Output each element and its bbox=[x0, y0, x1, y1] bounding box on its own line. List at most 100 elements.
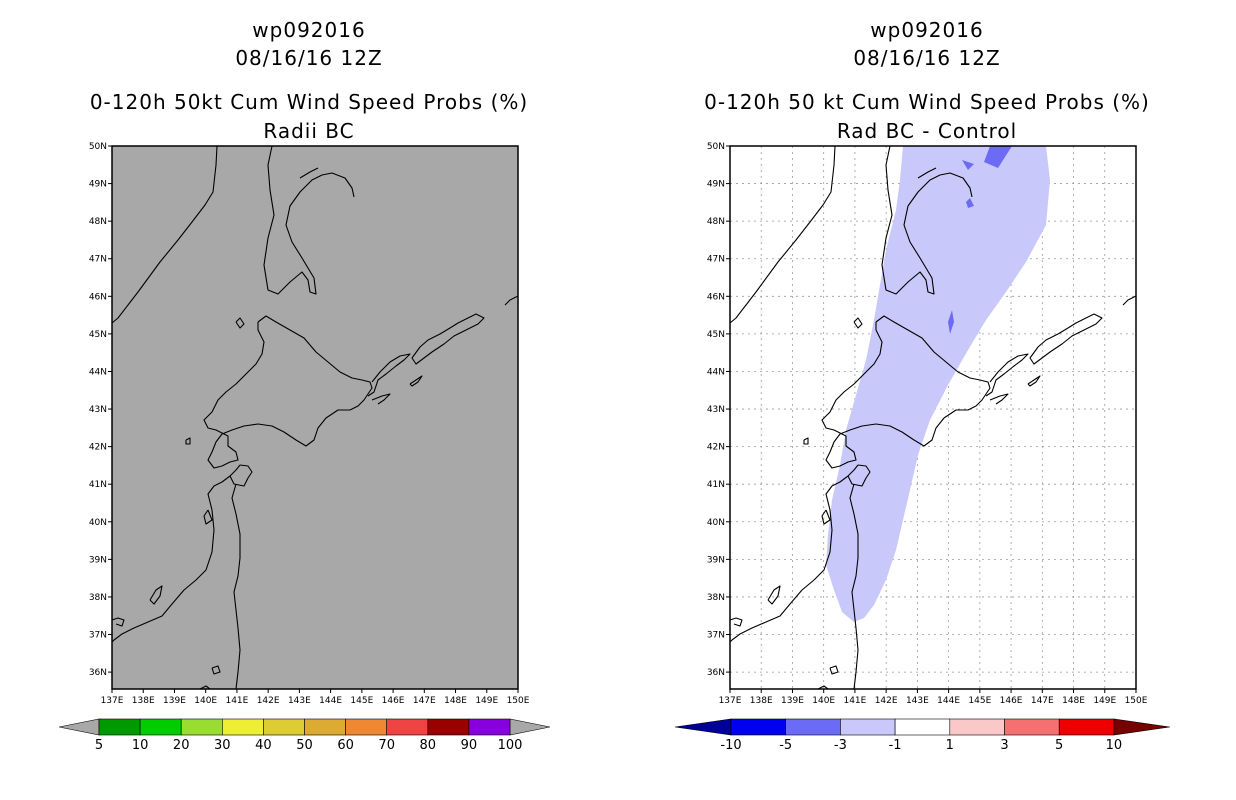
coast-rishiri bbox=[853, 317, 863, 329]
lat-tick-label: 46N bbox=[707, 292, 725, 302]
lon-tick-label: 149E bbox=[1093, 696, 1116, 706]
colorbar-swatch bbox=[840, 718, 896, 736]
colorbar-label: 20 bbox=[173, 738, 190, 753]
datetime-title: 08/16/16 12Z bbox=[853, 46, 1001, 70]
colorbar-label: 40 bbox=[255, 738, 272, 753]
lat-tick-label: 49N bbox=[89, 180, 107, 190]
lat-tick-label: 37N bbox=[89, 631, 107, 641]
product-title: 0-120h 50 kt Cum Wind Speed Probs (%) bbox=[704, 90, 1150, 114]
colorbar-end-right bbox=[509, 718, 551, 736]
coast-honshu-east bbox=[231, 483, 241, 690]
coast-sado bbox=[767, 585, 781, 605]
lon-tick-label: 139E bbox=[163, 696, 186, 706]
lon-tick-label: 138E bbox=[132, 696, 155, 706]
lat-tick-label: 44N bbox=[707, 367, 725, 377]
lat-tick-label: 50N bbox=[89, 142, 107, 152]
lon-tick-label: 148E bbox=[444, 696, 467, 706]
lat-tick-label: 48N bbox=[89, 217, 107, 227]
lat-tick-label: 41N bbox=[707, 480, 725, 490]
datetime-title: 08/16/16 12Z bbox=[235, 46, 383, 70]
lat-tick-label: 40N bbox=[89, 518, 107, 528]
coast-oki bbox=[817, 685, 829, 690]
coast-honshu-north bbox=[847, 464, 871, 487]
coast-noto bbox=[111, 617, 125, 627]
coast-okushiri bbox=[185, 437, 191, 445]
colorbar-swatch bbox=[180, 718, 223, 736]
colorbar-label: 60 bbox=[337, 738, 354, 753]
lon-tick-label: 143E bbox=[906, 696, 929, 706]
lat-tick-label: 48N bbox=[707, 217, 725, 227]
lon-tick-label: 142E bbox=[875, 696, 898, 706]
coast-shiretoko bbox=[985, 353, 1029, 397]
colorbar-end-left bbox=[58, 718, 100, 736]
difference-peak-mid bbox=[966, 198, 974, 208]
lat-tick-label: 43N bbox=[89, 405, 107, 415]
axis-ticks: 137E 138E 139E 140E 141E 142E 143E 144E 145E 146E… bbox=[707, 142, 1148, 706]
coast-izu bbox=[211, 665, 221, 675]
coast-honshu-east bbox=[849, 483, 859, 690]
colorbar-swatch bbox=[427, 718, 470, 736]
coast-honshu-north bbox=[229, 464, 253, 487]
panel-rad-bc-minus-control: wp092016 08/16/16 12Z 0-120h 50 kt Cum W… bbox=[618, 0, 1236, 800]
colorbar-swatch bbox=[894, 718, 951, 736]
coast-honshu-west bbox=[111, 475, 231, 643]
lon-tick-label: 139E bbox=[781, 696, 804, 706]
difference-peak-east bbox=[948, 310, 954, 334]
coast-hokkaido bbox=[203, 315, 373, 469]
lon-tick-label: 146E bbox=[1000, 696, 1023, 706]
lat-tick-label: 42N bbox=[707, 443, 725, 453]
colorbar-label: 90 bbox=[461, 738, 478, 753]
lon-tick-label: 140E bbox=[194, 696, 217, 706]
colorbar-label: -5 bbox=[779, 738, 792, 753]
colorbar-label: 70 bbox=[378, 738, 395, 753]
lon-tick-label: 141E bbox=[225, 696, 248, 706]
coast-shiretoko bbox=[367, 353, 411, 397]
colorbar-label: 80 bbox=[420, 738, 437, 753]
coast-shikotan bbox=[1027, 375, 1041, 387]
lat-tick-label: 37N bbox=[707, 631, 725, 641]
coast-kuril-north bbox=[1122, 295, 1137, 306]
coast-sakhalin-west bbox=[263, 145, 355, 295]
lat-tick-label: 49N bbox=[707, 180, 725, 190]
lat-tick-label: 43N bbox=[707, 405, 725, 415]
lon-tick-label: 148E bbox=[1062, 696, 1085, 706]
colorbar-swatch bbox=[468, 718, 511, 736]
colorbar-end-left bbox=[674, 718, 732, 736]
lat-tick-label: 44N bbox=[89, 367, 107, 377]
colorbar-swatch bbox=[263, 718, 305, 736]
coast-nemuro bbox=[989, 393, 1009, 405]
lat-tick-label: 38N bbox=[707, 593, 725, 603]
colorbar-label: 5 bbox=[95, 738, 103, 753]
coast-honshu-west bbox=[729, 475, 849, 643]
colorbar-swatch bbox=[98, 718, 141, 736]
probability-field bbox=[112, 146, 518, 689]
map-svg: 137E 138E 139E 140E 141E 142E 143E 144E 145E 146E… bbox=[58, 142, 551, 753]
lat-tick-label: 39N bbox=[707, 555, 725, 565]
lon-tick-label: 150E bbox=[1125, 696, 1148, 706]
colorbar-label: -3 bbox=[834, 738, 847, 753]
coast-sakhalin bbox=[111, 145, 218, 324]
lat-tick-label: 50N bbox=[707, 142, 725, 152]
lon-tick-label: 149E bbox=[475, 696, 498, 706]
lon-tick-label: 137E bbox=[101, 696, 124, 706]
lat-tick-label: 36N bbox=[707, 668, 725, 678]
lon-tick-label: 145E bbox=[968, 696, 991, 706]
coast-oga bbox=[203, 509, 213, 525]
coast-sakhalin-west bbox=[881, 145, 973, 295]
colorbar-swatch bbox=[730, 718, 787, 736]
product-title: 0-120h 50kt Cum Wind Speed Probs (%) bbox=[89, 90, 529, 114]
colorbar-label: 1 bbox=[946, 738, 954, 753]
experiment-subtitle: Radii BC bbox=[263, 119, 355, 143]
coast-kuril-islands bbox=[1029, 313, 1103, 365]
lon-tick-label: 146E bbox=[382, 696, 405, 706]
lat-tick-label: 45N bbox=[707, 330, 725, 340]
lon-tick-label: 141E bbox=[843, 696, 866, 706]
colorbar-label: 30 bbox=[214, 738, 231, 753]
difference-peak-north bbox=[984, 146, 1012, 168]
coast-hokkaido bbox=[821, 315, 991, 469]
lon-tick-label: 144E bbox=[937, 696, 960, 706]
colorbar-swatch bbox=[222, 718, 264, 736]
colorbar-swatch bbox=[949, 718, 1005, 736]
coast-nemuro bbox=[371, 393, 391, 405]
lon-tick-label: 140E bbox=[812, 696, 835, 706]
